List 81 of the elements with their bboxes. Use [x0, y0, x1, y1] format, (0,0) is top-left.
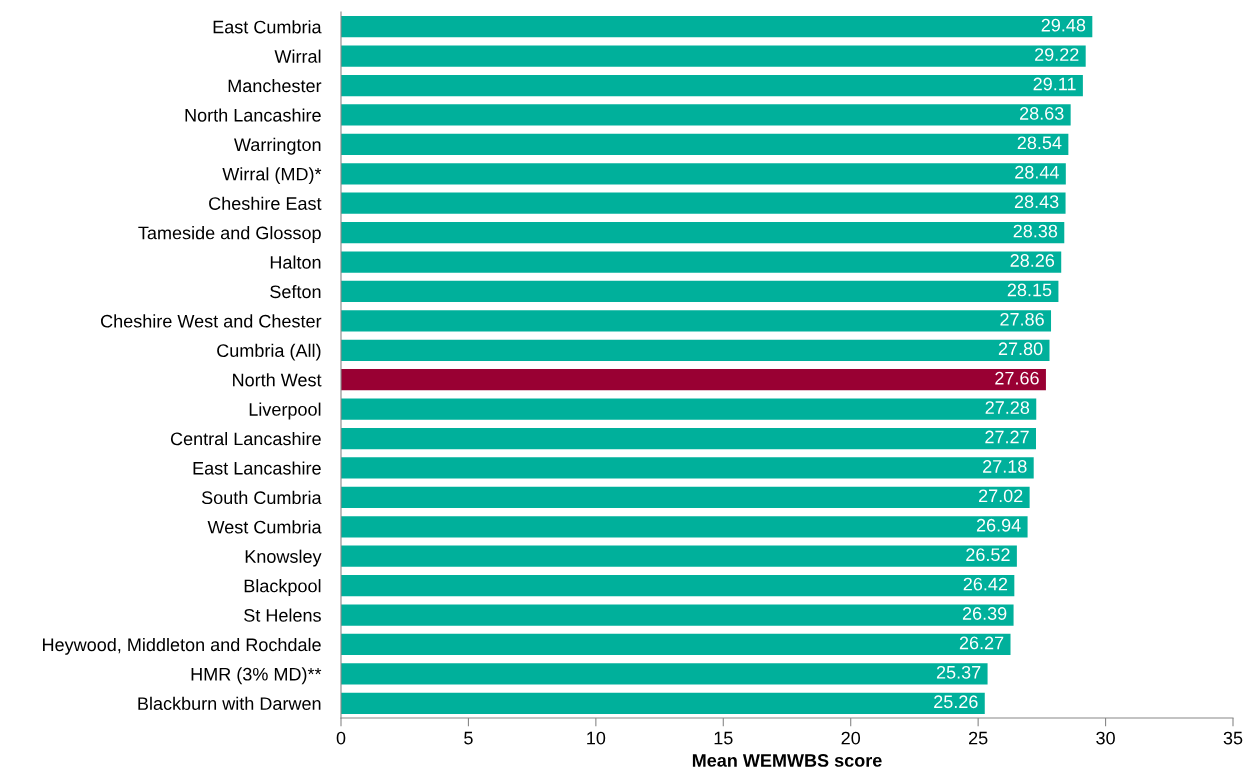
bar [341, 192, 1066, 214]
y-tick-label: Cheshire West and Chester [101, 314, 322, 328]
data-label: 27.02 [978, 489, 1023, 503]
bar [341, 163, 1066, 185]
y-tick-label: Sefton [270, 284, 321, 299]
bar [341, 486, 1030, 508]
y-tick-label: Tameside and Glossop [138, 226, 321, 243]
y-tick-label: Knowsley [245, 549, 322, 567]
data-label: 27.66 [995, 371, 1039, 385]
data-label: 25.26 [934, 695, 978, 709]
bar [341, 251, 1062, 273]
x-tick-label: 35 [1223, 731, 1243, 745]
bar [341, 339, 1050, 361]
bar [341, 427, 1036, 450]
y-tick-label: Blackpool [244, 579, 321, 596]
y-tick-label: Wirral [274, 49, 321, 63]
y-tick-label: Manchester [228, 79, 322, 93]
y-tick-label: St Helens [244, 608, 321, 622]
bar [341, 369, 1046, 391]
x-tick-label: 10 [587, 731, 606, 745]
data-label: 26.94 [976, 518, 1021, 532]
bar [341, 604, 1014, 626]
data-label: 28.38 [1013, 224, 1058, 238]
x-tick-label: 20 [841, 731, 861, 745]
y-tick-label: North West [233, 373, 322, 387]
x-tick-label: 30 [1096, 731, 1115, 745]
y-tick-label: Liverpool [249, 402, 321, 420]
y-tick-label: Wirral (MD)* [222, 167, 322, 185]
bar [341, 280, 1059, 303]
data-label: 27.80 [998, 342, 1043, 356]
data-label: 25.37 [936, 665, 981, 679]
bar [341, 310, 1052, 332]
y-tick-label: Heywood, Middleton and Rochdale [43, 637, 321, 655]
data-label: 28.63 [1020, 107, 1064, 120]
data-label: 29.11 [1033, 77, 1076, 91]
bar [341, 398, 1037, 420]
x-tick-label: 15 [714, 731, 733, 745]
bar [341, 133, 1069, 155]
data-label: 27.86 [1000, 312, 1044, 326]
data-label: 26.39 [962, 607, 1007, 620]
x-tick-label: 25 [969, 731, 988, 745]
data-label: 26.27 [959, 636, 1004, 650]
bar [341, 575, 1015, 597]
bar [341, 545, 1017, 567]
bar [341, 516, 1028, 538]
bar [341, 222, 1065, 244]
data-label: 29.48 [1041, 18, 1086, 32]
bar [341, 663, 988, 685]
bar [341, 74, 1083, 97]
y-tick-label: Halton [270, 255, 321, 269]
data-label: 29.22 [1035, 48, 1079, 61]
data-label: 28.15 [1007, 283, 1052, 297]
y-tick-label: Warrington [234, 137, 321, 155]
bar [341, 457, 1034, 479]
y-tick-label: East Lancashire [193, 461, 321, 475]
x-tick-label: 0 [336, 731, 346, 745]
y-tick-label: South Cumbria [201, 490, 322, 505]
data-label: 28.54 [1017, 136, 1062, 150]
data-label: 28.44 [1015, 165, 1059, 179]
data-label: 28.26 [1010, 254, 1055, 267]
bar [341, 633, 1011, 656]
y-tick-label: Central Lancashire [170, 432, 321, 446]
y-tick-label: West Cumbria [207, 520, 322, 534]
data-label: 26.42 [963, 577, 1008, 591]
y-tick-label: Cheshire East [209, 196, 322, 210]
bar [341, 692, 985, 714]
x-tick-label: 5 [464, 731, 473, 745]
y-tick-label: HMR (3% MD)** [191, 667, 322, 685]
y-tick-label: North Lancashire [185, 108, 321, 122]
x-axis-title: Mean WEMWBS score [692, 754, 882, 767]
data-label: 26.52 [966, 548, 1010, 562]
data-label: 28.43 [1014, 195, 1059, 209]
bar [341, 45, 1086, 67]
y-tick-label: East Cumbria [213, 20, 322, 34]
data-label: 27.18 [983, 460, 1027, 473]
y-tick-label: Cumbria (All) [217, 343, 321, 361]
data-label: 27.28 [985, 401, 1030, 414]
data-label: 27.27 [985, 430, 1029, 444]
bar [341, 104, 1071, 126]
bar [341, 16, 1093, 38]
y-tick-label: Blackburn with Darwen [138, 696, 321, 711]
